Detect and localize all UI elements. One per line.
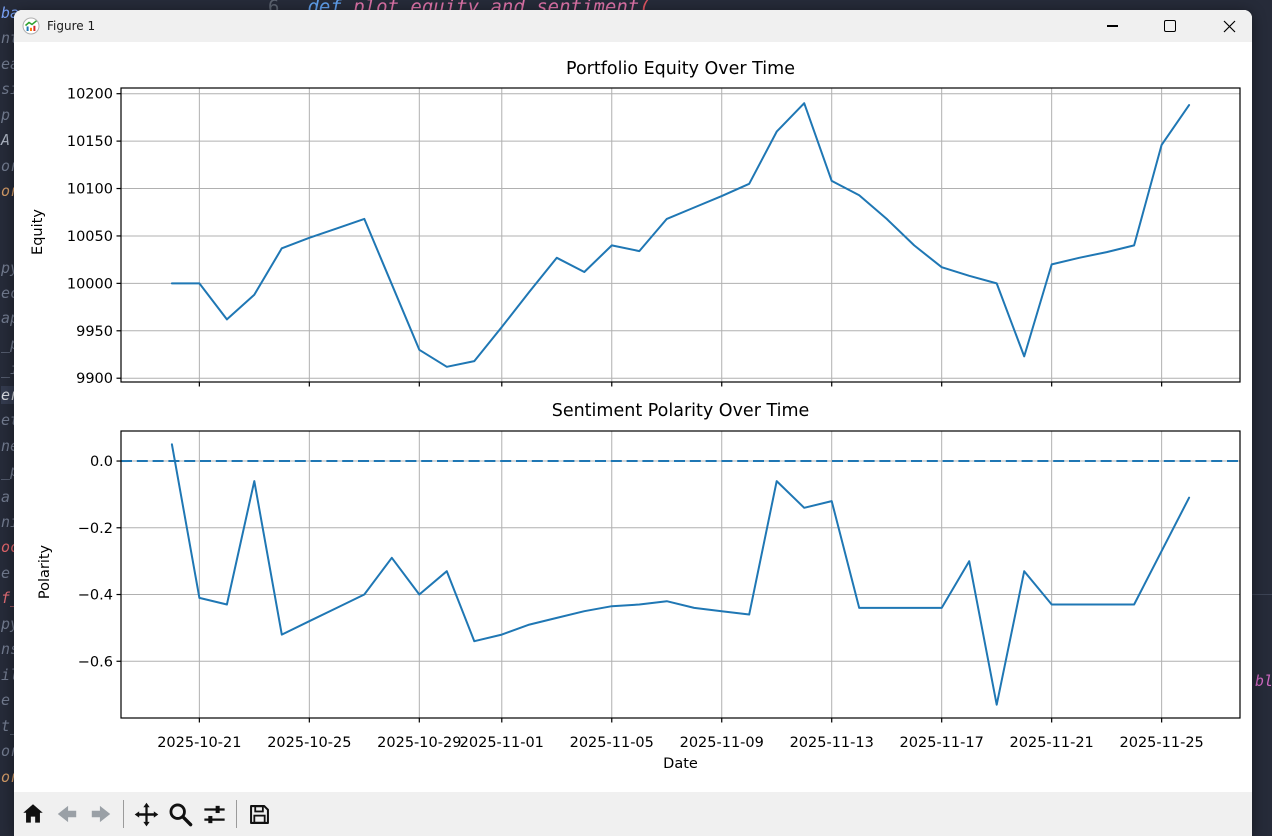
home-button[interactable]	[16, 796, 50, 832]
editor-divider	[1252, 594, 1272, 595]
background-left-strip: banteasipAororlpyecap_p_ieretne_paniocef…	[1, 4, 28, 786]
pan-icon	[134, 802, 158, 826]
window-titlebar[interactable]: Figure 1	[14, 10, 1252, 42]
chart1-title: Portfolio Equity Over Time	[566, 59, 795, 79]
window-title: Figure 1	[47, 19, 96, 33]
minimize-button[interactable]	[1089, 10, 1135, 42]
svg-text:9900: 9900	[76, 371, 113, 387]
svg-text:−0.4: −0.4	[78, 588, 113, 604]
svg-text:10200: 10200	[67, 87, 113, 103]
matplotlib-toolbar	[14, 792, 1252, 836]
matplotlib-icon	[22, 17, 40, 35]
svg-text:0.0: 0.0	[90, 454, 113, 470]
plots-svg[interactable]: 9900 9950 10000 10050 10100 10150 10200 2025-10…	[14, 42, 1252, 792]
close-button[interactable]	[1206, 10, 1252, 42]
svg-text:2025-11-17: 2025-11-17	[900, 735, 984, 751]
configure-subplots-icon	[203, 805, 225, 823]
chart2-title: Sentiment Polarity Over Time	[551, 401, 810, 421]
svg-text:2025-11-09: 2025-11-09	[680, 735, 764, 751]
maximize-icon	[1164, 20, 1176, 32]
configure-subplots-button[interactable]	[197, 796, 231, 832]
svg-text:2025-11-05: 2025-11-05	[570, 735, 654, 751]
maximize-button[interactable]	[1147, 10, 1193, 42]
svg-text:9950: 9950	[76, 324, 113, 340]
svg-text:10050: 10050	[67, 229, 113, 245]
save-icon	[249, 804, 269, 824]
svg-text:2025-10-25: 2025-10-25	[267, 735, 351, 751]
svg-text:2025-10-21: 2025-10-21	[157, 735, 241, 751]
background-right-strip: bl	[1252, 0, 1272, 836]
figure-canvas[interactable]: Portfolio Equity Over Time Sentiment Pol…	[14, 42, 1252, 792]
forward-button[interactable]	[84, 796, 118, 832]
svg-text:2025-11-21: 2025-11-21	[1010, 735, 1094, 751]
pan-button[interactable]	[129, 796, 163, 832]
toolbar-separator	[236, 800, 237, 828]
zoom-button[interactable]	[163, 796, 197, 832]
svg-text:2025-10-29: 2025-10-29	[377, 735, 461, 751]
x-axis-label: Date	[663, 756, 698, 772]
svg-text:2025-11-13: 2025-11-13	[790, 735, 874, 751]
home-icon	[23, 804, 43, 823]
line-number: 6	[268, 0, 280, 18]
close-icon	[1223, 20, 1235, 32]
svg-text:10100: 10100	[67, 182, 113, 198]
save-button[interactable]	[242, 796, 276, 832]
svg-text:−0.2: −0.2	[78, 521, 113, 537]
svg-text:10150: 10150	[67, 134, 113, 150]
figure-window: Figure 1 Portfolio Equity Over Time Sent…	[14, 10, 1252, 836]
svg-text:10000: 10000	[67, 276, 113, 292]
svg-text:−0.6: −0.6	[78, 654, 113, 670]
back-button[interactable]	[50, 796, 84, 832]
forward-arrow-icon	[91, 805, 111, 823]
minimize-icon	[1106, 25, 1118, 27]
zoom-to-rect-icon	[169, 803, 192, 826]
back-arrow-icon	[57, 805, 77, 823]
svg-text:2025-11-25: 2025-11-25	[1120, 735, 1204, 751]
svg-text:2025-11-01: 2025-11-01	[460, 735, 544, 751]
toolbar-separator	[123, 800, 124, 828]
